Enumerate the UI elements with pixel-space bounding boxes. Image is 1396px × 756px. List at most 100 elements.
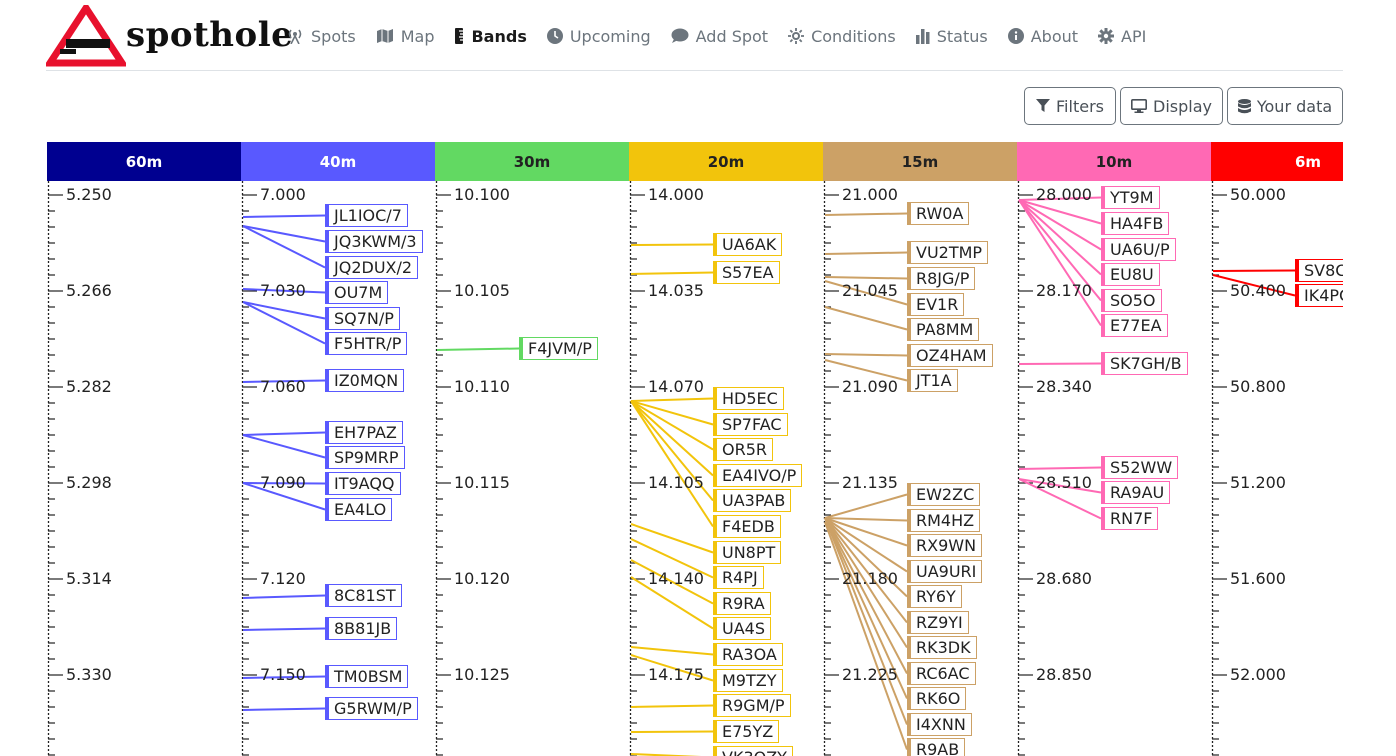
spot-callsign[interactable]: EU8U [1101, 263, 1160, 286]
spot-connector-line [242, 594, 326, 599]
spot-callsign[interactable]: HD5EC [713, 387, 784, 410]
spot-callsign[interactable]: RN7F [1101, 507, 1159, 530]
spot-connector-line [630, 654, 714, 682]
frequency-label: 10.105 [454, 281, 510, 300]
spot-callsign[interactable]: EV1R [907, 293, 965, 316]
spot-callsign[interactable]: RM4HZ [907, 509, 981, 532]
spot-callsign[interactable]: PA8MM [907, 318, 980, 341]
spot-callsign[interactable]: JQ3KWM/3 [325, 230, 423, 253]
spot-callsign[interactable]: UA4S [713, 617, 771, 640]
spot-callsign[interactable]: YT9M [1101, 186, 1160, 209]
spot-callsign[interactable]: RY6Y [907, 585, 962, 608]
band-header-30m: 30m [435, 142, 629, 181]
nav-spots[interactable]: Spots [276, 20, 366, 52]
nav-map[interactable]: Map [366, 20, 445, 52]
spot-callsign[interactable]: RK6O [907, 687, 967, 710]
display-button-label: Display [1153, 96, 1212, 116]
spot-callsign[interactable]: 8C81ST [325, 584, 402, 607]
frequency-label: 28.340 [1036, 377, 1092, 396]
spot-callsign[interactable]: S52WW [1101, 456, 1179, 479]
spot-callsign[interactable]: VU2TMP [907, 241, 989, 264]
spot-callsign[interactable]: EA4IVO/P [713, 464, 803, 487]
spot-connector-line [630, 400, 714, 451]
spot-callsign[interactable]: UA3PAB [713, 489, 792, 512]
spot-callsign[interactable]: I4XNN [907, 713, 972, 736]
chart-bar-icon [915, 29, 930, 44]
spot-callsign[interactable]: SQ7N/P [325, 307, 400, 330]
spot-callsign[interactable]: JT1A [907, 369, 958, 392]
spot-callsign[interactable]: UA6AK [713, 233, 783, 256]
nav-about[interactable]: About [998, 20, 1088, 52]
nav-map-label: Map [400, 26, 435, 46]
spot-callsign[interactable]: F5HTR/P [325, 332, 408, 355]
nav-add-spot[interactable]: Add Spot [661, 20, 778, 52]
spot-callsign[interactable]: OR5R [713, 438, 774, 461]
spot-callsign[interactable]: IZ0MQN [325, 369, 405, 392]
spot-callsign[interactable]: SK7GH/B [1101, 352, 1188, 375]
spot-connector-line [824, 517, 908, 649]
spothole-logo[interactable]: spothole [43, 1, 293, 67]
spot-callsign[interactable]: M9TZY [713, 669, 783, 692]
spot-callsign[interactable]: IK4PC [1295, 284, 1343, 307]
spot-callsign[interactable]: RW0A [907, 202, 970, 225]
spot-callsign[interactable]: TM0BSM [325, 665, 409, 688]
spot-connector-line [242, 214, 326, 218]
spot-callsign[interactable]: RK3DK [907, 636, 977, 659]
nav-bands-label: Bands [471, 26, 527, 46]
spot-callsign[interactable]: JL1IOC/7 [325, 204, 408, 227]
spot-callsign[interactable]: IT9AQQ [325, 472, 401, 495]
filters-button[interactable]: Filters [1024, 87, 1116, 125]
spot-callsign[interactable]: SV8CS [1295, 259, 1343, 282]
spot-callsign[interactable]: RC6AC [907, 662, 976, 685]
spot-callsign[interactable]: F4JVM/P [519, 337, 598, 360]
display-button[interactable]: Display [1120, 87, 1223, 125]
nav-status[interactable]: Status [906, 20, 998, 52]
spot-callsign[interactable]: R9AB [907, 738, 966, 756]
spot-callsign[interactable]: 8B81JB [325, 617, 398, 640]
nav-api[interactable]: API [1088, 20, 1156, 52]
nav-bands[interactable]: Bands [444, 20, 536, 52]
spot-callsign[interactable]: EW2ZC [907, 483, 981, 506]
spot-connector-line [630, 400, 714, 477]
spot-callsign[interactable]: S57EA [713, 261, 780, 284]
spot-callsign[interactable]: F4EDB [713, 515, 781, 538]
spot-callsign[interactable]: OU7M [325, 281, 389, 304]
spot-callsign[interactable]: EA4LO [325, 498, 393, 521]
spot-callsign[interactable]: SP9MRP [325, 446, 405, 469]
spot-callsign[interactable]: JQ2DUX/2 [325, 256, 419, 279]
warning-triangle-icon [43, 1, 129, 67]
spot-callsign[interactable]: UA9URI [907, 560, 983, 583]
spot-callsign[interactable]: VK3OZY [713, 746, 793, 756]
spot-connector-line [824, 493, 908, 519]
spot-callsign[interactable]: R4PJ [713, 566, 764, 589]
frequency-label: 7.060 [260, 377, 306, 396]
your-data-button[interactable]: Your data [1227, 87, 1343, 125]
spot-connector-line [824, 517, 908, 598]
spot-callsign[interactable]: RX9WN [907, 534, 983, 557]
spot-callsign[interactable]: R9GM/P [713, 694, 791, 717]
spot-callsign[interactable]: RA9AU [1101, 481, 1171, 504]
spot-callsign[interactable]: UA6U/P [1101, 238, 1176, 261]
nav-conditions[interactable]: Conditions [778, 20, 906, 52]
spot-callsign[interactable]: SP7FAC [713, 413, 788, 436]
spot-callsign[interactable]: RA3OA [713, 643, 783, 666]
spot-callsign[interactable]: G5RWM/P [325, 697, 418, 720]
spot-callsign[interactable]: HA4FB [1101, 212, 1170, 235]
spot-callsign[interactable]: OZ4HAM [907, 344, 993, 367]
spot-connector-line [630, 400, 714, 528]
spot-callsign[interactable]: E75YZ [713, 720, 780, 743]
frequency-label: 5.250 [66, 185, 112, 204]
spot-connector-line [242, 482, 326, 485]
spot-callsign[interactable]: RZ9YI [907, 611, 969, 634]
spot-connector-line [1018, 199, 1102, 225]
spot-callsign[interactable]: SO5O [1101, 289, 1162, 312]
spot-callsign[interactable]: R9RA [713, 592, 771, 615]
nav-about-label: About [1030, 26, 1079, 46]
band-header-20m: 20m [629, 142, 823, 181]
frequency-label: 5.266 [66, 281, 112, 300]
spot-callsign[interactable]: UN8PT [713, 541, 782, 564]
spot-callsign[interactable]: EH7PAZ [325, 421, 403, 444]
spot-callsign[interactable]: E77EA [1101, 314, 1168, 337]
nav-upcoming[interactable]: Upcoming [537, 20, 661, 52]
spot-callsign[interactable]: R8JG/P [907, 267, 976, 290]
